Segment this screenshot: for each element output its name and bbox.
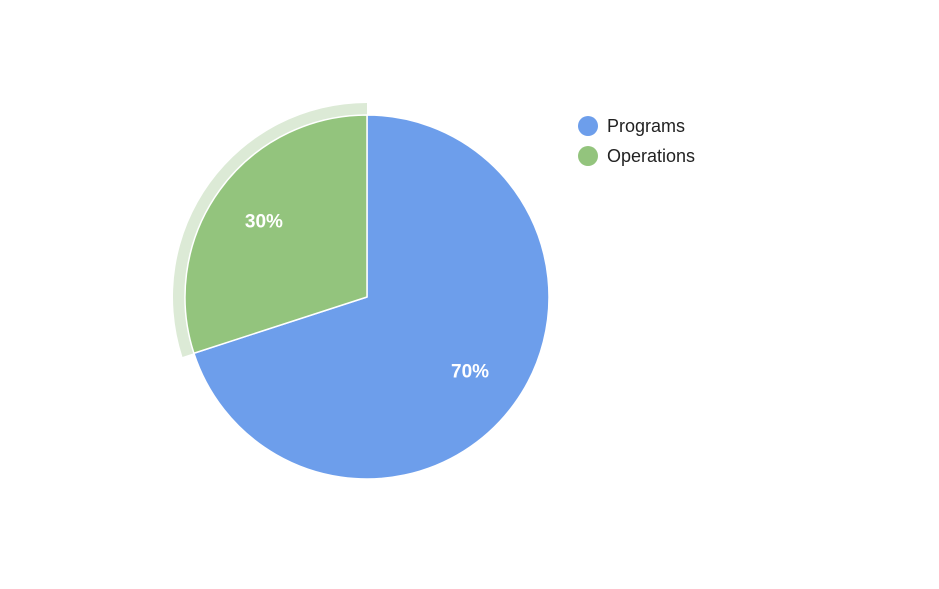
legend-swatch-operations [578, 146, 598, 166]
pie-slice-programs[interactable] [193, 114, 550, 480]
pie-slice-label-programs: 70% [451, 361, 489, 382]
legend-item-operations[interactable]: Operations [578, 141, 695, 171]
legend-label-operations: Operations [607, 145, 696, 166]
pie-slices [184, 114, 550, 480]
legend-item-programs[interactable]: Programs [578, 111, 695, 141]
legend-swatch-programs [578, 116, 598, 136]
pie-slice-label-operations: 30% [245, 212, 283, 233]
pie-slice-operations[interactable] [184, 114, 368, 354]
pie-slice-labels: 70% 30% [245, 212, 489, 383]
legend-label-programs: Programs [607, 115, 686, 136]
legend: Programs Operations [578, 111, 695, 171]
